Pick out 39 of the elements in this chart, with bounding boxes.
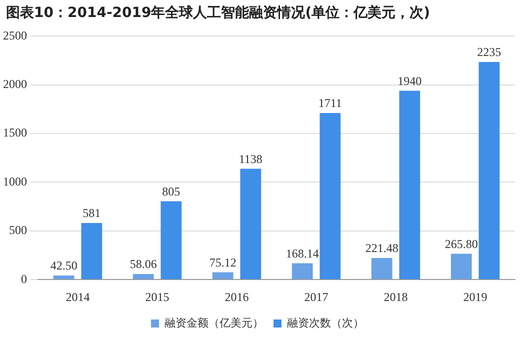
- bar: [450, 254, 472, 280]
- legend-label: 融资金额（亿美元）: [164, 316, 264, 330]
- y-tick-label: 2500: [3, 28, 27, 42]
- bar: [478, 62, 500, 280]
- data-label: 1940: [398, 74, 422, 88]
- bar: [81, 223, 102, 280]
- data-label: 1711: [318, 96, 342, 110]
- data-label: 805: [162, 184, 180, 198]
- y-tick-label: 2000: [3, 77, 27, 92]
- x-tick-label: 2019: [463, 290, 488, 304]
- bar: [240, 168, 262, 280]
- data-label: 58.06: [130, 257, 157, 272]
- y-tick-label: 500: [9, 223, 27, 238]
- bar: [399, 90, 420, 280]
- legend-label: 融资次数（次）: [287, 318, 364, 330]
- bar: [320, 113, 341, 280]
- x-tick-label: 2016: [224, 290, 249, 304]
- bar: [132, 274, 154, 280]
- data-label: 1138: [238, 152, 262, 166]
- data-label: 168.14: [286, 246, 319, 260]
- bar: [212, 272, 234, 280]
- data-label: 42.50: [50, 258, 78, 273]
- chart-title: 图表10：2014-2019年全球人工智能融资情况(单位：亿美元，次): [6, 4, 430, 22]
- bar: [371, 258, 392, 280]
- data-label: 75.12: [209, 255, 236, 270]
- bar: [292, 263, 313, 280]
- bar: [53, 275, 74, 280]
- x-tick-label: 2017: [304, 290, 328, 304]
- data-label: 265.80: [444, 236, 478, 251]
- x-tick-label: 2014: [66, 290, 90, 304]
- data-label: 221.48: [365, 241, 398, 256]
- y-tick-label: 0: [21, 272, 27, 286]
- data-label: 581: [82, 206, 101, 220]
- data-label: 2235: [477, 45, 502, 60]
- bar: [160, 201, 182, 280]
- y-tick-label: 1000: [3, 174, 27, 188]
- x-tick-label: 2018: [384, 290, 408, 304]
- x-tick-label: 2015: [145, 290, 170, 304]
- y-tick-label: 1500: [3, 126, 27, 140]
